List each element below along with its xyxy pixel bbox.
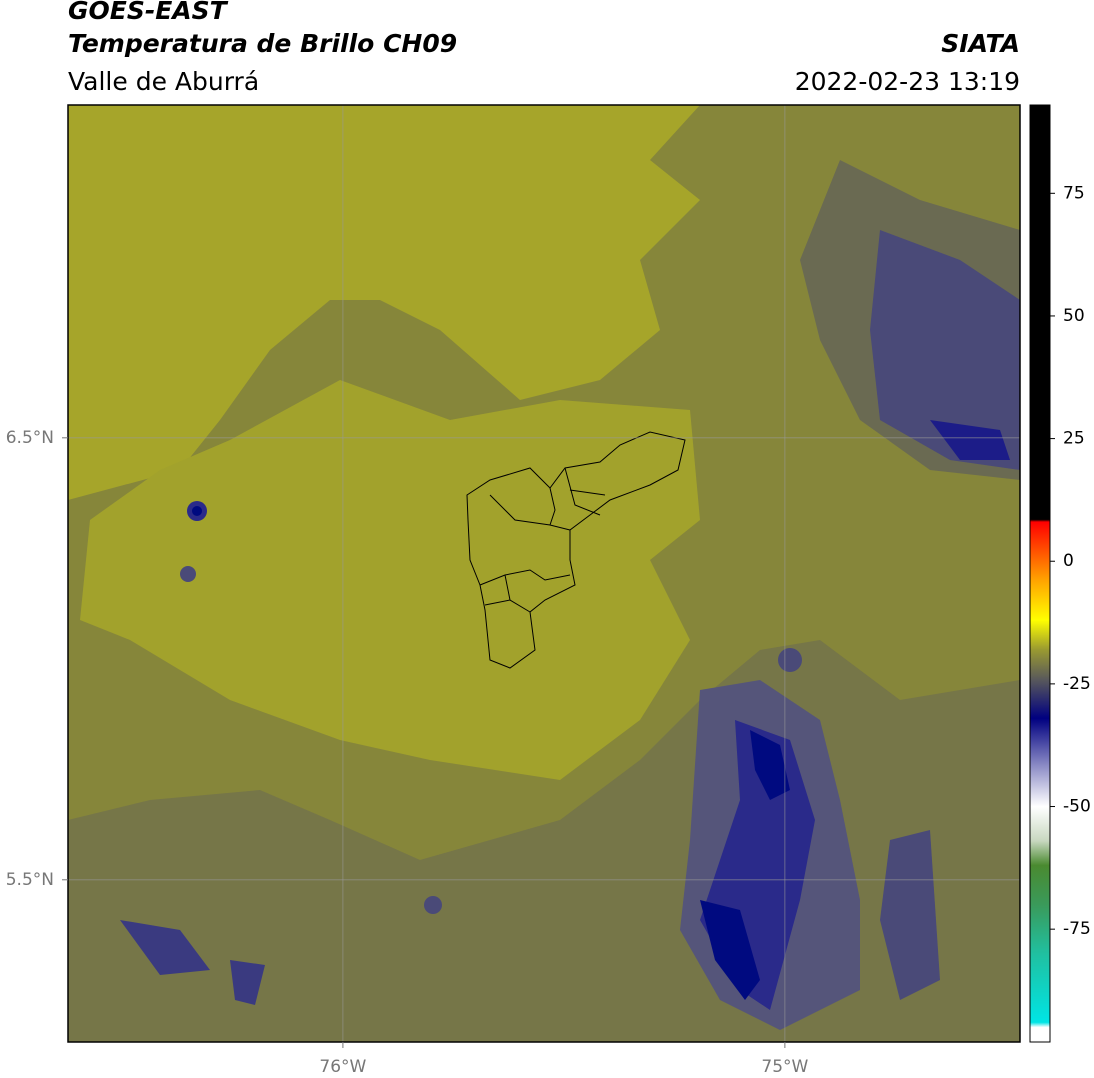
source: SIATA [941, 29, 1020, 58]
colorbar-tick-label: 0 [1063, 551, 1074, 571]
cold-cloud [870, 230, 1020, 470]
warm-region [68, 105, 700, 500]
cold-core [192, 506, 202, 516]
colorbar-tick-label: -50 [1063, 797, 1091, 817]
warm-region [80, 380, 700, 780]
cold-cloud [880, 830, 940, 1000]
colorbar-tick-label: -75 [1063, 919, 1091, 939]
region: Valle de Aburrá [68, 67, 259, 96]
datetime: 2022-02-23 13:19 [795, 67, 1020, 96]
municipality-boundary [479, 467, 606, 613]
title: GOES-EAST [68, 0, 229, 25]
colorbar-tick-label: -25 [1063, 674, 1091, 694]
cold-core [700, 730, 790, 1000]
subtitle: Temperatura de Brillo CH09 [68, 29, 457, 58]
colorbar-tick-label: 50 [1063, 306, 1085, 326]
colorbar-tick-label: 75 [1063, 183, 1085, 203]
cold-cloud [120, 920, 265, 1005]
lat-tick-label: 5.5°N [6, 870, 54, 890]
cold-cloud [180, 566, 196, 582]
graticule [68, 105, 1020, 1042]
cold-cloud [778, 648, 802, 672]
map-field [68, 105, 1020, 1042]
cold-cloud [424, 896, 442, 914]
municipality-boundary [466, 431, 686, 669]
colorbar [1029, 104, 1051, 1043]
map-frame [67, 104, 1021, 1043]
lon-tick-label: 75°W [761, 1057, 808, 1077]
cold-core [930, 420, 1010, 460]
lat-tick-label: 6.5°N [6, 428, 54, 448]
colorbar-tick-label: 25 [1063, 429, 1085, 449]
lon-tick-label: 76°W [319, 1057, 366, 1077]
